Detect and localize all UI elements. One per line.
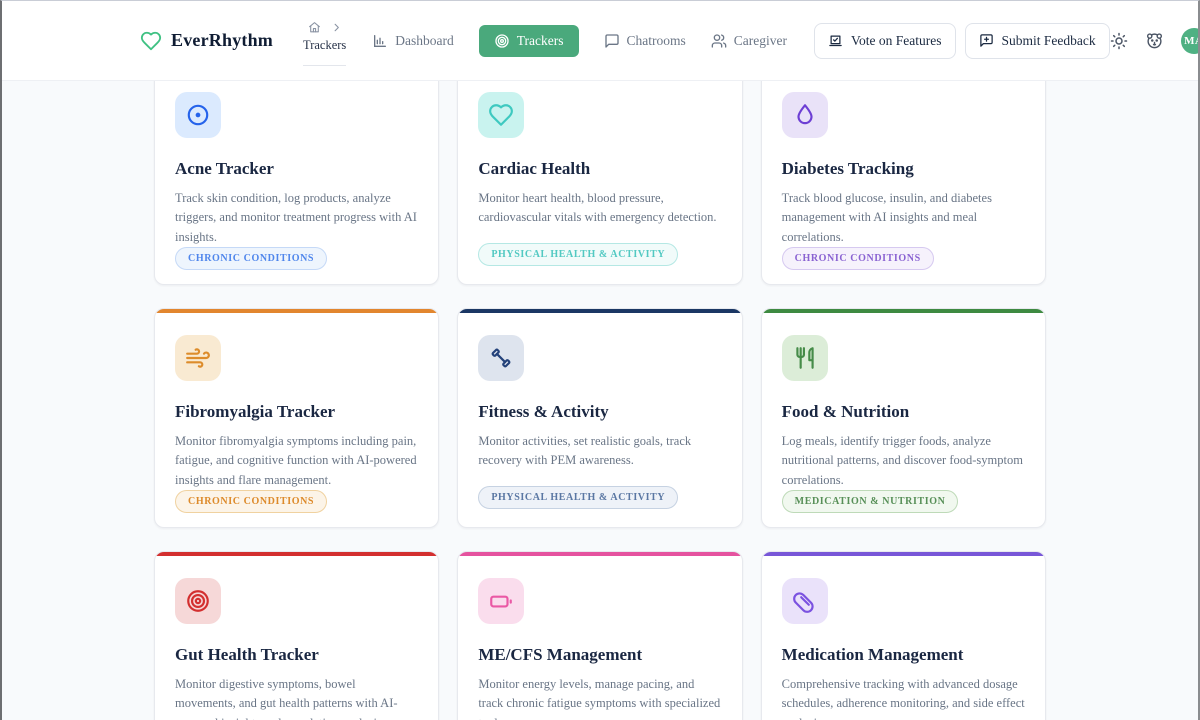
trackers-page: Acne Tracker Track skin condition, log p… (2, 81, 1198, 720)
card-title: Fitness & Activity (478, 402, 609, 421)
card-description: Track blood glucose, insulin, and diabet… (781, 191, 992, 244)
pill-icon (781, 578, 828, 624)
tracker-card-fitness[interactable]: Fitness & Activity Monitor activities, s… (457, 308, 743, 528)
card-description: Track skin condition, log products, anal… (175, 191, 417, 244)
card-accent (761, 309, 1045, 313)
wind-icon (175, 335, 221, 381)
card-title: Food & Nutrition (781, 402, 910, 421)
brand-heart-icon (140, 30, 162, 52)
droplet-icon (781, 92, 828, 138)
tracker-card-fibromyalgia[interactable]: Fibromyalgia Tracker Monitor fibromyalgi… (154, 308, 440, 528)
tracker-card-acne[interactable]: Acne Tracker Track skin condition, log p… (154, 81, 440, 285)
chat-bubble-icon (604, 33, 620, 49)
card-accent (155, 309, 439, 313)
utensils-icon (781, 335, 828, 381)
nav-label: Chatrooms (626, 32, 686, 48)
category-badge: PHYSICAL HEALTH & ACTIVITY (478, 486, 679, 509)
header-tools: MA (1110, 27, 1198, 54)
category-badge: PHYSICAL HEALTH & ACTIVITY (478, 243, 679, 266)
home-icon[interactable] (308, 21, 321, 34)
top-navbar: EverRhythm Trackers Dashboard (2, 1, 1198, 81)
breadcrumb-current[interactable]: Trackers (303, 38, 347, 52)
sun-icon (1110, 32, 1128, 50)
avatar[interactable]: MA (1180, 27, 1198, 54)
submit-feedback-button[interactable]: Submit Feedback (964, 22, 1110, 59)
brand-name: EverRhythm (171, 30, 273, 50)
tracker-card-gut-health[interactable]: Gut Health Tracker Monitor digestive sym… (154, 551, 440, 720)
category-badge: MEDICATION & NUTRITION (781, 490, 959, 514)
vote-on-features-button[interactable]: Vote on Features (814, 22, 956, 59)
bullseye-icon (494, 33, 510, 49)
card-accent (458, 309, 742, 313)
nav-label: Dashboard (395, 32, 454, 48)
card-title: ME/CFS Management (478, 645, 643, 664)
people-icon (711, 33, 727, 49)
nav-caregiver[interactable]: Caregiver (711, 33, 787, 49)
main-nav: Dashboard Trackers Chatrooms Caregiver (372, 24, 787, 57)
nav-label: Caregiver (733, 32, 787, 48)
tracker-card-food[interactable]: Food & Nutrition Log meals, identify tri… (760, 308, 1046, 528)
nav-chatrooms[interactable]: Chatrooms (604, 33, 686, 49)
nav-dashboard[interactable]: Dashboard (372, 32, 454, 49)
tracker-grid: Acne Tracker Track skin condition, log p… (154, 81, 1046, 720)
mascot-button[interactable] (1145, 31, 1164, 50)
card-description: Log meals, identify trigger foods, analy… (781, 434, 1023, 487)
card-description: Monitor fibromyalgia symptoms including … (175, 434, 417, 487)
card-accent (155, 552, 439, 556)
feedback-plus-icon (979, 33, 994, 48)
nav-trackers[interactable]: Trackers (478, 24, 579, 57)
header-actions: Vote on Features Submit Feedback (814, 22, 1110, 59)
ballot-check-icon (828, 33, 843, 48)
breadcrumb: Trackers (303, 15, 347, 66)
card-accent (761, 552, 1045, 556)
card-description: Monitor activities, set realistic goals,… (478, 434, 692, 468)
theme-toggle-button[interactable] (1110, 32, 1128, 50)
card-title: Medication Management (781, 645, 964, 664)
card-title: Diabetes Tracking (781, 159, 914, 178)
brand[interactable]: EverRhythm (140, 30, 273, 52)
tracker-card-medication[interactable]: Medication Management Comprehensive trac… (760, 551, 1046, 720)
tracker-card-mecfs[interactable]: ME/CFS Management Monitor energy levels,… (457, 551, 743, 720)
category-badge: CHRONIC CONDITIONS (175, 247, 328, 271)
button-label: Vote on Features (851, 32, 942, 48)
button-label: Submit Feedback (1001, 32, 1096, 48)
heart-icon (478, 92, 525, 138)
card-title: Gut Health Tracker (175, 645, 319, 664)
category-badge: CHRONIC CONDITIONS (175, 490, 328, 514)
card-title: Acne Tracker (175, 159, 274, 178)
tracker-card-cardiac[interactable]: Cardiac Health Monitor heart health, blo… (457, 81, 743, 285)
nav-label: Trackers (516, 32, 564, 48)
concentric-circles-icon (175, 578, 221, 624)
tracker-card-diabetes[interactable]: Diabetes Tracking Track blood glucose, i… (760, 81, 1046, 285)
card-description: Monitor energy levels, manage pacing, an… (478, 677, 721, 720)
card-description: Comprehensive tracking with advanced dos… (781, 677, 1025, 720)
card-title: Cardiac Health (478, 159, 591, 178)
circle-dot-icon (175, 92, 221, 138)
card-title: Fibromyalgia Tracker (175, 402, 336, 421)
category-badge: CHRONIC CONDITIONS (781, 247, 934, 271)
bear-icon (1145, 31, 1164, 50)
card-accent (458, 552, 742, 556)
card-description: Monitor heart health, blood pressure, ca… (478, 191, 717, 225)
dumbbell-icon (478, 335, 525, 381)
chevron-right-icon (331, 22, 342, 33)
bar-chart-icon (372, 33, 388, 49)
battery-icon (478, 578, 525, 624)
card-description: Monitor digestive symptoms, bowel moveme… (175, 677, 398, 720)
